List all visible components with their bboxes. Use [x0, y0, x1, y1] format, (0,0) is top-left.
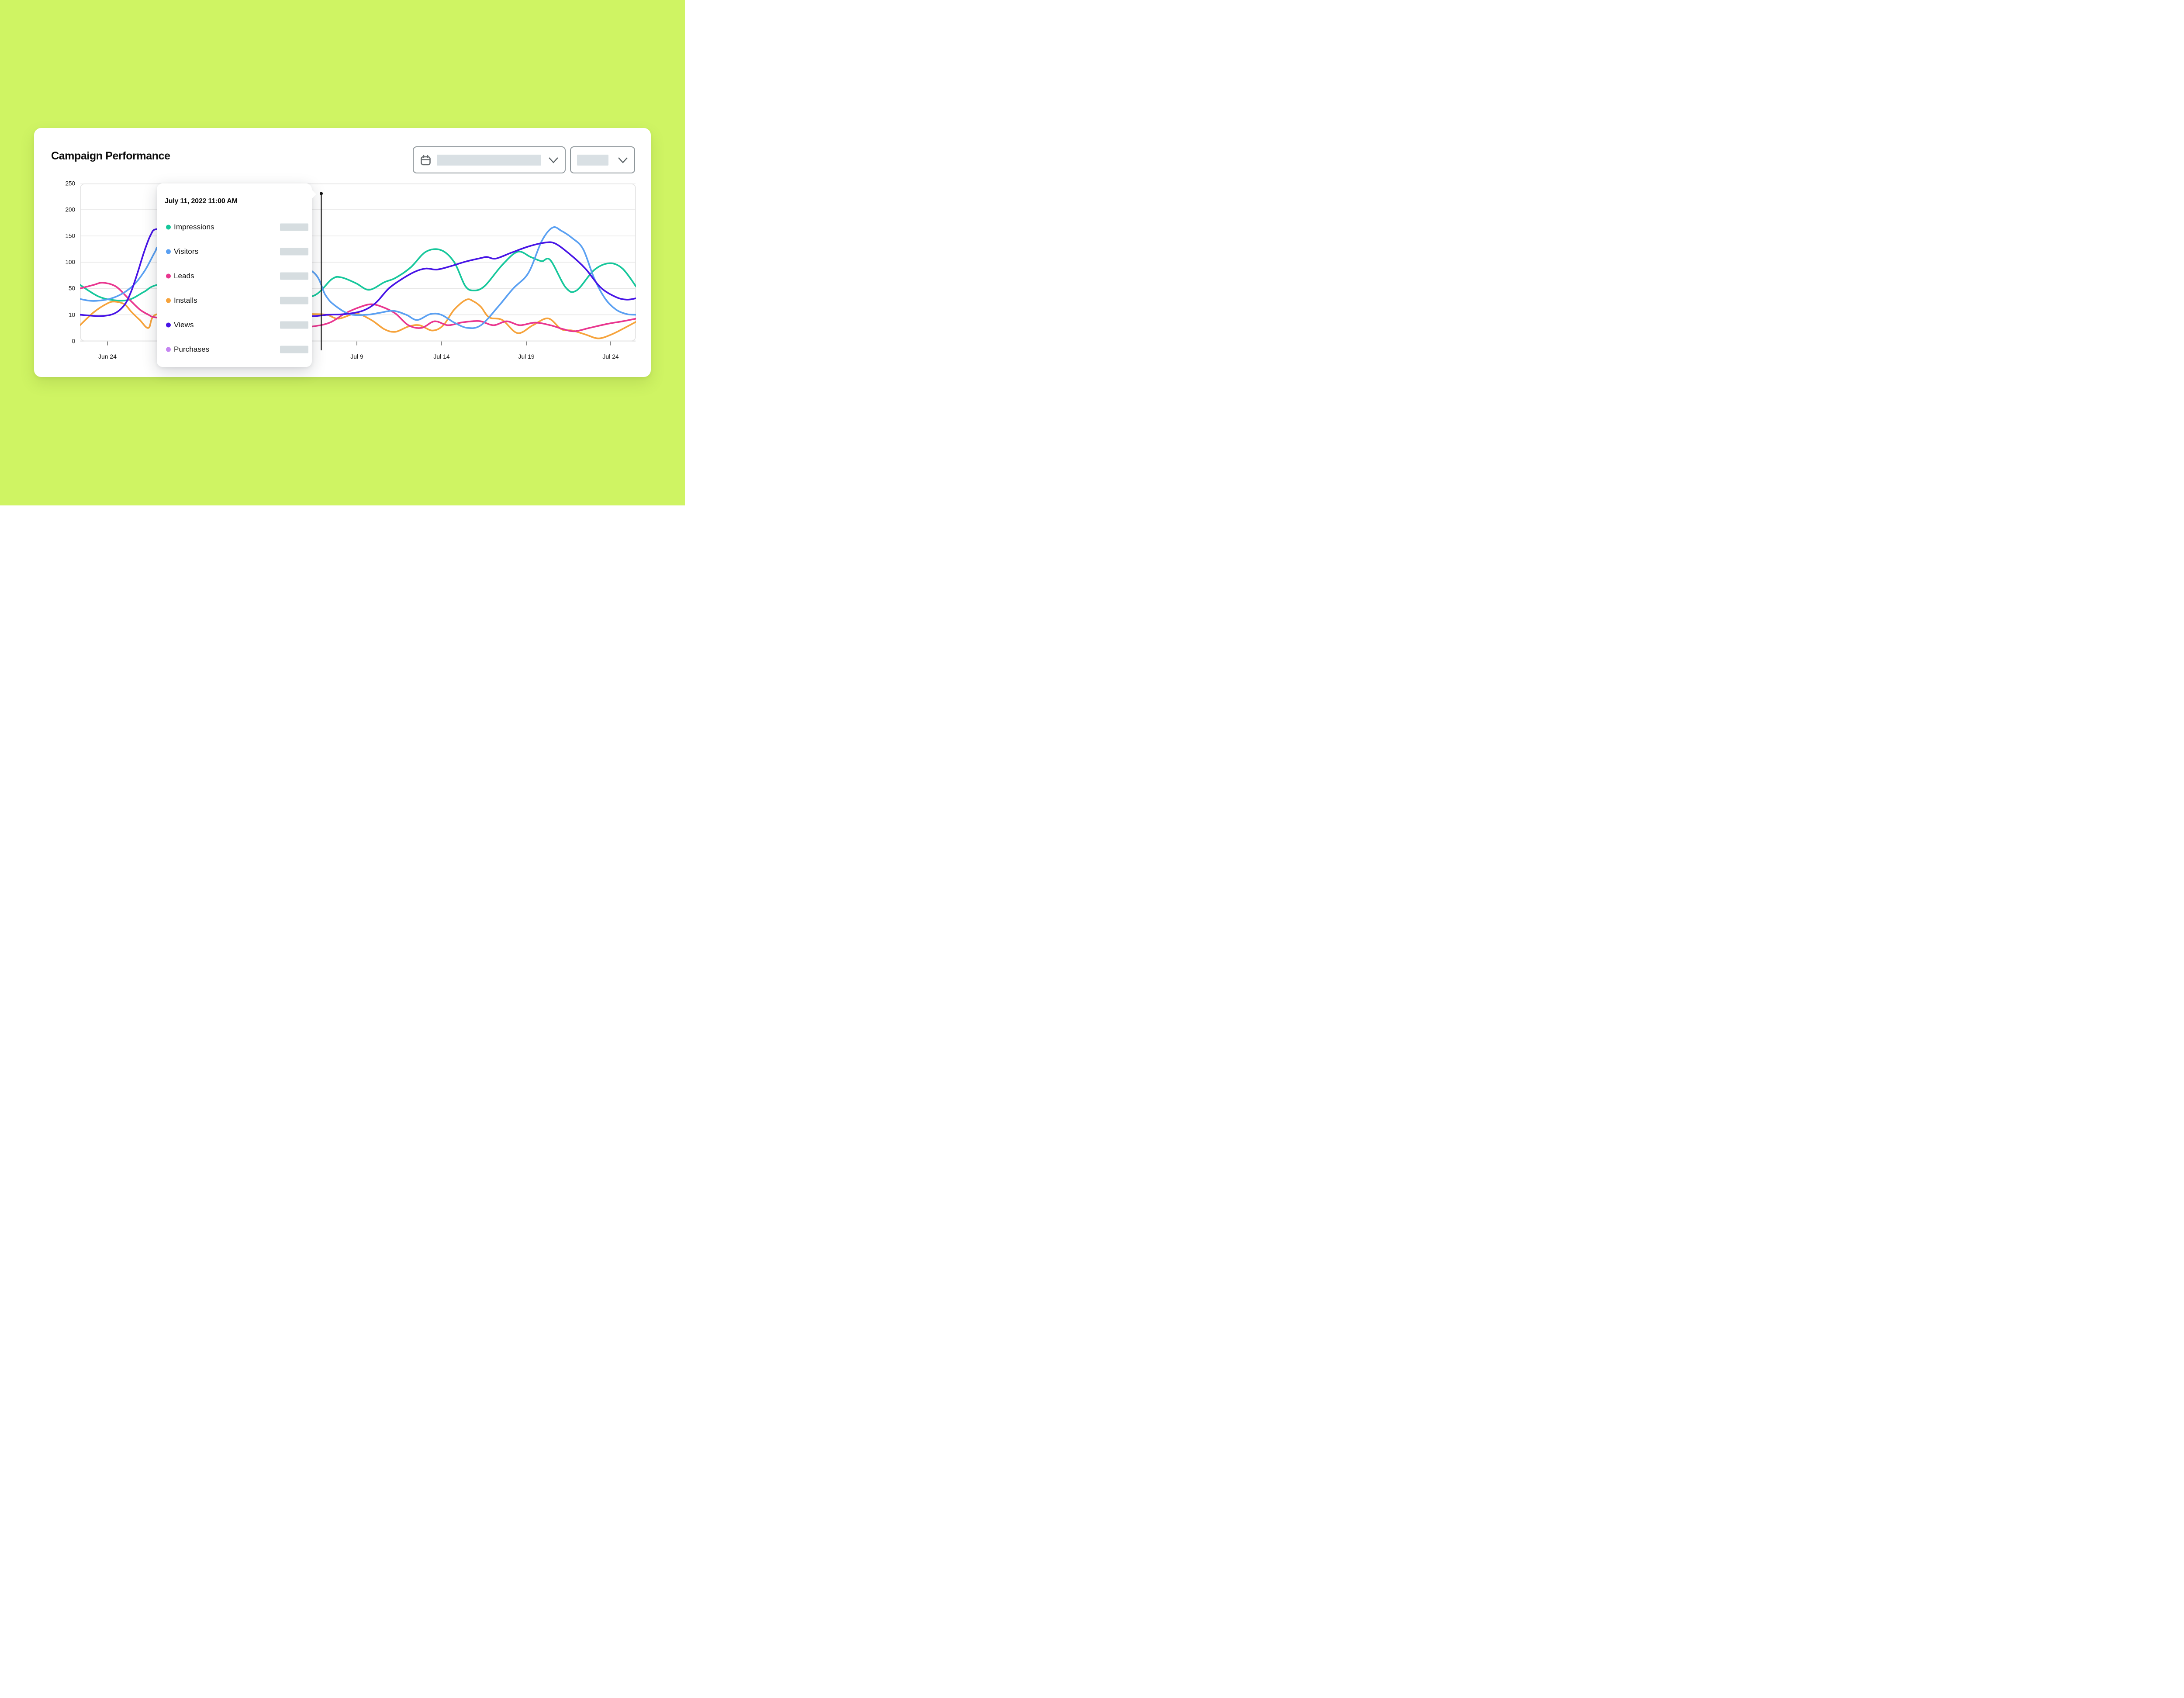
chart-tooltip: July 11, 2022 11:00 AM Impressions Visito… — [157, 183, 317, 367]
granularity-select[interactable] — [570, 146, 635, 173]
legend-dot — [166, 249, 171, 254]
legend-dot — [166, 225, 171, 230]
legend-dot — [166, 273, 171, 279]
tooltip-date: July 11, 2022 11:00 AM — [165, 197, 238, 205]
legend-value-skeleton — [280, 223, 308, 231]
legend-row-visitors: Visitors — [157, 245, 312, 258]
y-axis-label: 100 — [65, 259, 75, 266]
plot-frame — [80, 183, 636, 342]
legend-label: Installs — [174, 296, 197, 304]
y-axis-label: 0 — [72, 338, 75, 345]
x-axis-label: Jun 24 — [98, 353, 117, 360]
legend-value-skeleton — [280, 321, 308, 329]
date-range-select[interactable] — [413, 146, 566, 173]
chevron-down-icon — [548, 157, 559, 163]
date-range-value-skeleton — [437, 154, 541, 166]
legend-dot — [166, 298, 171, 303]
legend-value-skeleton — [280, 272, 308, 280]
y-axis-label: 150 — [65, 232, 75, 239]
calendar-icon — [420, 154, 432, 166]
legend-label: Views — [174, 320, 194, 329]
y-axis-label: 200 — [65, 206, 75, 213]
page-background: Campaign Performance — [0, 0, 685, 505]
legend-label: Leads — [174, 271, 194, 280]
x-axis-label: Jul 24 — [602, 353, 619, 360]
series-line-installs — [80, 298, 636, 339]
x-axis-label: Jul 14 — [433, 353, 450, 360]
y-axis-label: 50 — [68, 285, 75, 292]
legend-row-leads: Leads — [157, 270, 312, 283]
legend-value-skeleton — [280, 297, 308, 304]
legend-dot — [166, 347, 171, 352]
legend-row-installs: Installs — [157, 294, 312, 307]
chevron-down-icon — [618, 157, 628, 163]
x-axis-label: Jul 9 — [350, 353, 363, 360]
campaign-performance-card: Campaign Performance — [34, 128, 651, 377]
cursor-dot — [319, 192, 323, 195]
legend-value-skeleton — [280, 248, 308, 256]
x-axis-label: Jul 19 — [518, 353, 535, 360]
legend-dot — [166, 322, 171, 328]
granularity-value-skeleton — [577, 154, 608, 166]
legend-row-views: Views — [157, 318, 312, 332]
legend-value-skeleton — [280, 346, 308, 353]
page-title: Campaign Performance — [51, 150, 170, 162]
legend-row-impressions: Impressions — [157, 221, 312, 234]
legend-label: Purchases — [174, 345, 210, 353]
y-axis-label: 250 — [65, 180, 75, 187]
y-axis-label: 10 — [68, 311, 75, 318]
legend-row-purchases: Purchases — [157, 343, 312, 356]
legend-label: Impressions — [174, 223, 214, 231]
legend-label: Visitors — [174, 247, 199, 256]
series-line-views — [80, 227, 636, 317]
